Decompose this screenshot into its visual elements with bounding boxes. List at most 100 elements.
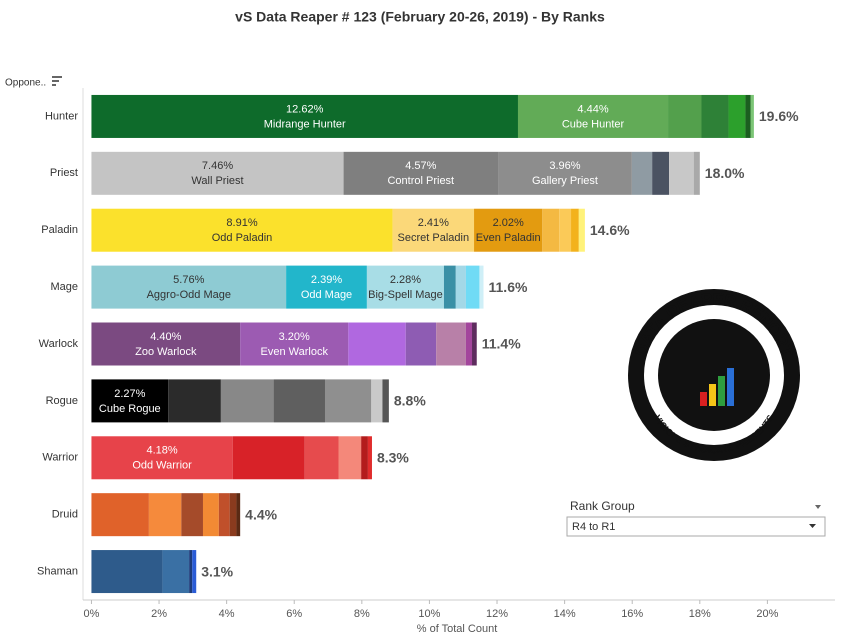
x-tick-label: 16% — [621, 608, 643, 620]
bar-segment — [91, 208, 393, 252]
value-label: 2.02% — [493, 217, 524, 229]
segment-label: Even Warlock — [261, 346, 329, 358]
total-label: 11.4% — [482, 336, 521, 352]
x-tick-label: 20% — [756, 608, 778, 620]
bar-segment — [669, 151, 694, 195]
chart-title: vS Data Reaper # 123 (February 20-26, 20… — [235, 9, 605, 25]
bar-segment — [202, 493, 219, 537]
value-label: 3.96% — [549, 160, 580, 172]
bar-segment — [240, 322, 349, 366]
total-label: 4.4% — [245, 506, 277, 522]
bar-segment — [472, 322, 477, 366]
bar-segment — [631, 151, 653, 195]
total-label: 18.0% — [705, 165, 745, 181]
segment-label: Zoo Warlock — [135, 346, 197, 358]
bar-segment — [232, 436, 305, 480]
value-label: 5.76% — [173, 274, 204, 286]
bar-segment — [148, 493, 182, 537]
bar-segment — [652, 151, 670, 195]
bar-segment — [371, 379, 383, 423]
total-label: 8.8% — [394, 393, 426, 409]
y-tick-label: Hunter — [45, 110, 78, 122]
bar-segment — [343, 151, 499, 195]
bar-segment — [348, 322, 406, 366]
value-label: 2.28% — [390, 274, 421, 286]
y-tick-label: Paladin — [41, 224, 78, 236]
bar-segment — [465, 322, 473, 366]
value-label: 4.44% — [577, 103, 608, 115]
bar-segment — [91, 265, 287, 309]
filter-title: Rank Group — [570, 499, 635, 513]
bar-segment — [465, 265, 480, 309]
bar-segment — [91, 436, 233, 480]
bar-segment — [392, 208, 475, 252]
bar-segment — [474, 208, 543, 252]
row-header: Oppone.. — [5, 78, 46, 89]
bar-segment — [189, 550, 193, 594]
value-label: 12.62% — [286, 103, 324, 115]
value-label: 2.41% — [418, 217, 449, 229]
total-label: 3.1% — [201, 563, 233, 579]
bar-segment — [571, 208, 579, 252]
y-tick-label: Rogue — [46, 395, 78, 407]
y-tick-label: Mage — [50, 281, 78, 293]
bar-segment — [304, 436, 339, 480]
y-tick-label: Priest — [50, 167, 78, 179]
value-label: 8.91% — [226, 217, 257, 229]
bar-segment — [405, 322, 437, 366]
x-tick-label: 18% — [689, 608, 711, 620]
bar-segment — [479, 265, 484, 309]
y-tick-label: Shaman — [37, 565, 78, 577]
bar-segment — [668, 94, 702, 138]
segment-label: Big-Spell Mage — [368, 289, 443, 301]
bar-segment — [498, 151, 632, 195]
bar-segment — [750, 94, 754, 138]
bar-segment — [542, 208, 560, 252]
filter-dropdown[interactable]: R4 to R1 — [566, 516, 826, 537]
bar-segment — [229, 493, 237, 537]
sort-icon[interactable] — [52, 76, 62, 86]
bar-segment — [168, 379, 221, 423]
bar-segment — [455, 265, 466, 309]
bar-segment — [367, 436, 372, 480]
logo: DATA REAPER REPORT VICIOUS SYNDICATE PRE… — [628, 289, 800, 461]
bar-segment — [517, 94, 669, 138]
bar-segment — [192, 550, 197, 594]
bar-segment — [181, 493, 203, 537]
bar-segment — [91, 379, 169, 423]
total-label: 14.6% — [590, 222, 630, 238]
bar-segment — [91, 151, 344, 195]
bar-segment — [443, 265, 456, 309]
bar-segment — [693, 151, 700, 195]
total-label: 8.3% — [377, 449, 409, 465]
bar-segment — [236, 493, 241, 537]
value-label: 4.18% — [146, 445, 177, 457]
bar-segment — [338, 436, 362, 480]
bar-segment — [273, 379, 325, 423]
x-tick-label: 10% — [418, 608, 440, 620]
bar-segment — [436, 322, 466, 366]
filter-menu[interactable] — [815, 505, 821, 509]
x-tick-label: 2% — [151, 608, 167, 620]
bar-segment — [382, 379, 389, 423]
value-label: 4.40% — [150, 331, 181, 343]
segment-label: Control Priest — [387, 175, 454, 187]
bar-segment — [218, 493, 230, 537]
bar-segment — [91, 322, 241, 366]
y-tick-label: Warlock — [39, 338, 79, 350]
bar-segment — [162, 550, 190, 594]
y-tick-label: Warrior — [42, 452, 78, 464]
filter-value[interactable]: R4 to R1 — [572, 521, 615, 533]
bar-segment — [728, 94, 746, 138]
value-label: 4.57% — [405, 160, 436, 172]
bar-segment — [701, 94, 729, 138]
segment-label: Odd Paladin — [212, 232, 273, 244]
bar-segment — [286, 265, 367, 309]
x-tick-label: 0% — [83, 608, 99, 620]
total-label: 19.6% — [759, 108, 799, 124]
segment-label: Cube Rogue — [99, 403, 161, 415]
segment-label: Cube Hunter — [562, 118, 625, 130]
value-label: 7.46% — [202, 160, 233, 172]
segment-label: Even Paladin — [476, 232, 541, 244]
